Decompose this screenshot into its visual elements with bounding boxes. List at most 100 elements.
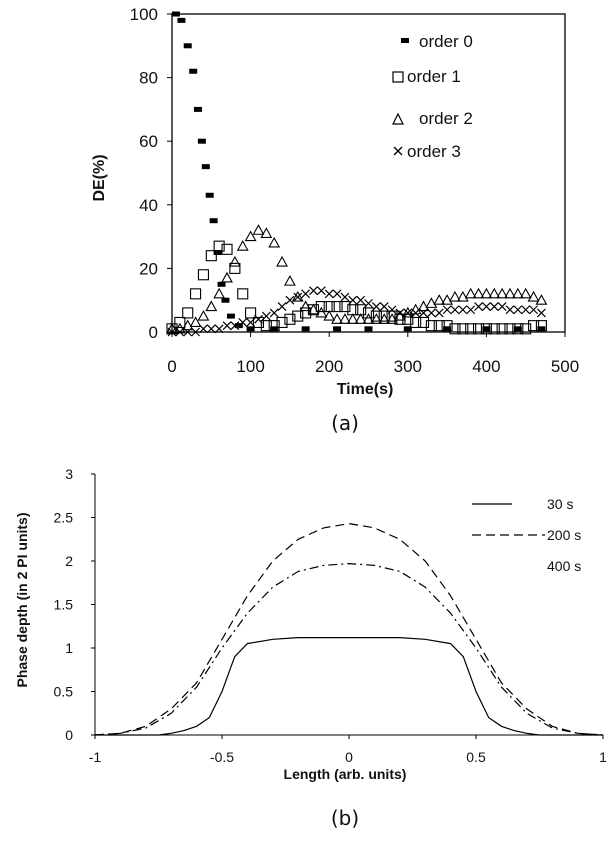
data-point (197, 309, 210, 321)
data-point (269, 308, 279, 318)
caption-b: (b) (331, 806, 359, 830)
y-tick-label-a: 20 (139, 259, 158, 278)
data-point (371, 302, 381, 311)
data-point (442, 305, 452, 315)
legend-b: 30 s 200 s 400 s (472, 496, 581, 574)
legend-label-order-1: order 1 (407, 67, 461, 86)
data-point (441, 294, 454, 305)
data-point (497, 302, 507, 311)
data-point (209, 218, 218, 224)
data-point (221, 271, 233, 283)
data-point (433, 320, 445, 332)
x-tick-label-b: 0.5 (466, 749, 486, 765)
data-point (480, 287, 493, 299)
data-point (213, 287, 226, 299)
data-point (512, 323, 524, 335)
data-point (466, 305, 476, 315)
data-point (379, 302, 389, 311)
data-point (456, 290, 469, 302)
legend-marker-order-1 (392, 71, 404, 83)
data-point (236, 240, 249, 251)
data-point (181, 319, 194, 331)
data-point (401, 306, 414, 318)
data-point (537, 326, 546, 332)
data-point (472, 287, 485, 299)
data-point (505, 305, 515, 315)
y-tick-label-a: 40 (139, 196, 158, 215)
legend-marker-order-3 (393, 146, 403, 156)
data-point (443, 326, 452, 332)
data-point (293, 292, 303, 302)
data-point (193, 106, 202, 112)
data-point (309, 286, 318, 296)
data-point (410, 316, 422, 329)
data-point (488, 287, 501, 299)
data-point (191, 327, 201, 337)
series-order-1 (166, 240, 547, 335)
legend-label-order-3: order 3 (407, 142, 461, 161)
data-point (175, 327, 185, 337)
data-point (276, 255, 288, 267)
x-axis-title-b: Length (arb. units) (284, 766, 407, 782)
y-axis-ticks-a: 0 20 40 60 80 100 (130, 5, 172, 342)
data-point (221, 243, 233, 255)
data-point (417, 300, 430, 312)
data-point (536, 308, 546, 318)
legend-label-30s: 30 s (547, 496, 573, 512)
data-point (331, 301, 343, 313)
data-point (182, 307, 194, 319)
y-tick-label-a: 0 (149, 323, 158, 342)
data-point (291, 290, 304, 302)
data-point (197, 269, 209, 281)
data-point (226, 313, 235, 319)
data-point (167, 327, 177, 337)
data-point (213, 250, 222, 255)
x-tick-label-b: 0 (345, 749, 353, 765)
data-point (199, 324, 208, 334)
data-point (395, 308, 405, 318)
data-point (472, 323, 485, 335)
data-point (324, 289, 334, 299)
data-point (434, 308, 444, 318)
data-point (338, 313, 351, 324)
series-order-0 (171, 11, 546, 332)
legend-label-order-0: order 0 (419, 32, 473, 51)
data-point (528, 320, 540, 332)
data-point (449, 323, 461, 335)
data-point (362, 307, 375, 319)
data-point (221, 297, 230, 303)
data-point (513, 305, 523, 315)
data-point (425, 320, 437, 332)
data-point (213, 240, 225, 252)
data-point (489, 302, 499, 311)
data-point (222, 321, 232, 331)
data-point (519, 287, 532, 299)
data-point (527, 290, 540, 302)
data-point (458, 305, 468, 315)
legend-a: order 0 order 1 order 2 order 3 (392, 32, 473, 161)
data-point (246, 318, 256, 327)
data-point (387, 305, 397, 315)
data-point (244, 230, 257, 242)
data-point (316, 286, 326, 296)
data-point (205, 250, 217, 262)
data-point (300, 307, 312, 319)
series-order-3 (167, 286, 546, 337)
data-point (504, 287, 516, 299)
data-point (450, 305, 460, 315)
data-point (177, 17, 186, 23)
y-tick-label-a: 60 (139, 132, 158, 151)
data-point (205, 300, 218, 312)
data-point (339, 301, 351, 313)
data-point (354, 313, 367, 324)
data-point (190, 288, 202, 300)
y-axis-title-b: Phase depth (in 2 PI units) (14, 512, 30, 687)
data-point (333, 326, 342, 332)
data-point (535, 320, 547, 332)
data-point (411, 308, 421, 318)
data-point (205, 192, 214, 198)
data-point (268, 320, 280, 332)
data-point (252, 316, 265, 329)
data-point (315, 301, 327, 313)
y-tick-label-b: 1.5 (54, 597, 74, 613)
